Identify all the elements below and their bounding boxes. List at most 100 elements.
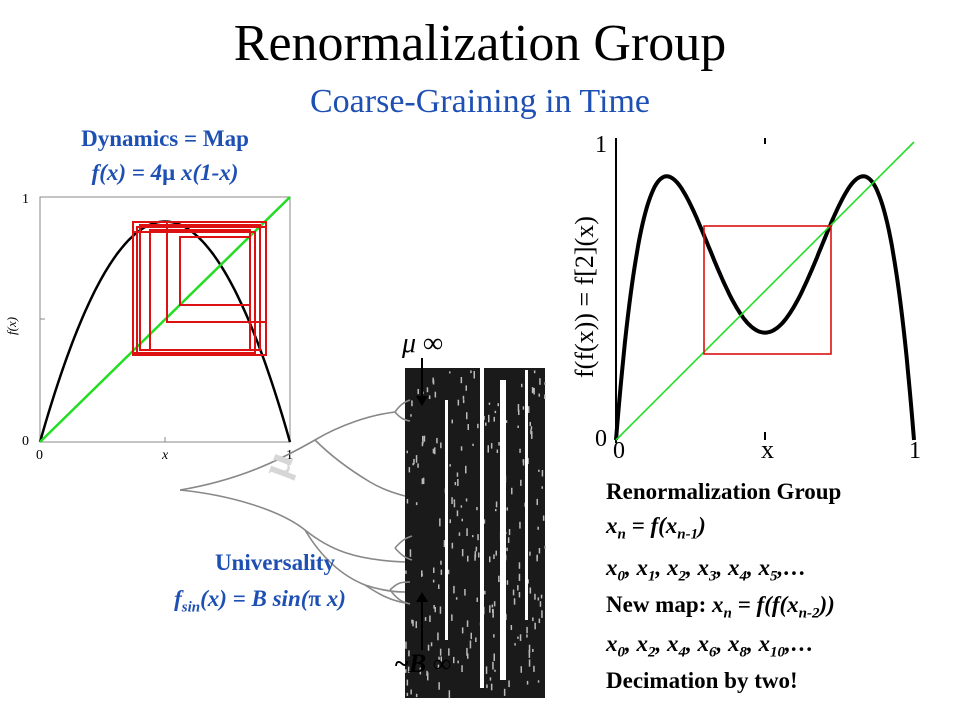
dynamics-formula: f(x) = 4μ x(1-x) [40,160,290,186]
chaos-speck [492,609,494,617]
chaos-speck [432,448,435,454]
chaos-speck [457,399,460,406]
chaos-speck [538,469,540,472]
chaos-speck [538,618,541,624]
rg-heading: Renormalization Group [606,479,842,504]
chaos-speck [467,424,469,430]
seq-ellipsis: ,… [785,631,814,656]
chaos-speck [460,505,463,508]
rg-line3-eq: = f(f(x [731,592,799,617]
seq-x: x [697,555,710,580]
seq-ellipsis: ,… [777,555,807,580]
chaos-speck [508,529,511,536]
chaos-speck [492,661,494,670]
chaos-speck [498,575,500,583]
chaos-speck [406,450,408,454]
chaos-speck [532,648,534,652]
chaos-speck [421,570,423,577]
rg-line3-prefix: New map: [606,592,713,617]
chaos-speck [531,431,533,439]
chaos-speck [510,625,513,630]
chaos-speck [486,684,488,689]
chaos-speck [506,580,509,585]
seq-x: x [667,555,679,580]
bifurcation-diagram: μ μ ∞ ~B ∞ [180,328,546,699]
chaos-speck [440,569,443,575]
chaos-speck [461,518,463,522]
chaos-speck [408,467,411,473]
bifurcation-branches [180,399,413,605]
chaos-speck [527,407,530,412]
chaos-speck [406,692,409,696]
chaos-speck [513,598,516,605]
chaos-speck [448,648,450,656]
chaos-speck [453,499,456,503]
chaos-speck [451,542,454,549]
chaos-speck [522,406,525,410]
chaos-speck [412,620,414,627]
formula-prefix: f(x) = 4 [91,160,163,185]
mu-infinity-arrowhead [416,396,428,406]
chaos-speck [517,636,519,639]
renormalization-box [703,225,832,355]
chaos-speck [508,680,510,688]
second-iterate-plot: 1 0 0 x 1 f(f(x)) = f[2](x) [570,132,921,464]
chaos-texture [405,370,546,699]
chaos-speck [409,549,412,557]
rg-line1-x: x [606,513,618,538]
chaos-speck [415,621,417,629]
chaos-speck [470,370,472,374]
chaos-speck [462,395,465,400]
chaos-speck [448,690,451,699]
chaos-speck [475,637,477,642]
chaos-speck [519,448,521,453]
chaos-speck [443,540,446,548]
chaos-speck [417,389,419,395]
chaos-speck [405,641,407,649]
chaos-speck [519,521,521,529]
x-tick-left: 0 [613,438,625,464]
chaos-speck [427,644,430,651]
chaos-speck [428,395,431,399]
chaos-speck [451,614,453,621]
chaos-speck [489,556,491,563]
seq-subscript: 4 [739,568,748,585]
chaos-speck [440,656,442,664]
chaos-speck [466,647,468,656]
chaos-speck [493,416,495,422]
chaos-speck [421,478,424,485]
chaos-speck [491,604,494,608]
chaos-speck [433,605,435,609]
seq-x: x [606,555,618,580]
chaos-speck [422,435,424,441]
seq-comma: , [655,631,667,656]
chaos-speck [466,620,469,627]
seq-subscript: 2 [648,644,656,661]
chaos-speck [518,592,521,598]
seq-x: x [728,555,740,580]
b-infinity-label: ~B ∞ [394,649,451,678]
chaos-speck [449,371,451,374]
chaos-speck [526,680,529,685]
chaos-speck [476,597,478,602]
chaos-speck [498,442,500,446]
chaos-speck [451,419,453,424]
chaos-speck [485,666,488,674]
chaos-speck [537,680,540,683]
seq-subscript: 1 [648,568,656,585]
chaos-speck [460,377,463,384]
chaos-speck [529,587,532,594]
chaos-speck [419,667,422,675]
universality-formula: fsin(x) = B sin(π x) [110,586,410,617]
chaos-speck [432,579,435,583]
chaos-speck [536,555,538,562]
seq-comma: , [625,555,637,580]
seq-subscript: 0 [617,568,626,585]
x-tick-mid: x [161,448,169,463]
chaos-speck [488,402,491,405]
chaos-speck [458,532,461,536]
chaos-speck [537,526,539,530]
y-tick-top: 1 [595,132,607,158]
periodic-windows [445,368,528,688]
chaos-speck [506,547,508,552]
